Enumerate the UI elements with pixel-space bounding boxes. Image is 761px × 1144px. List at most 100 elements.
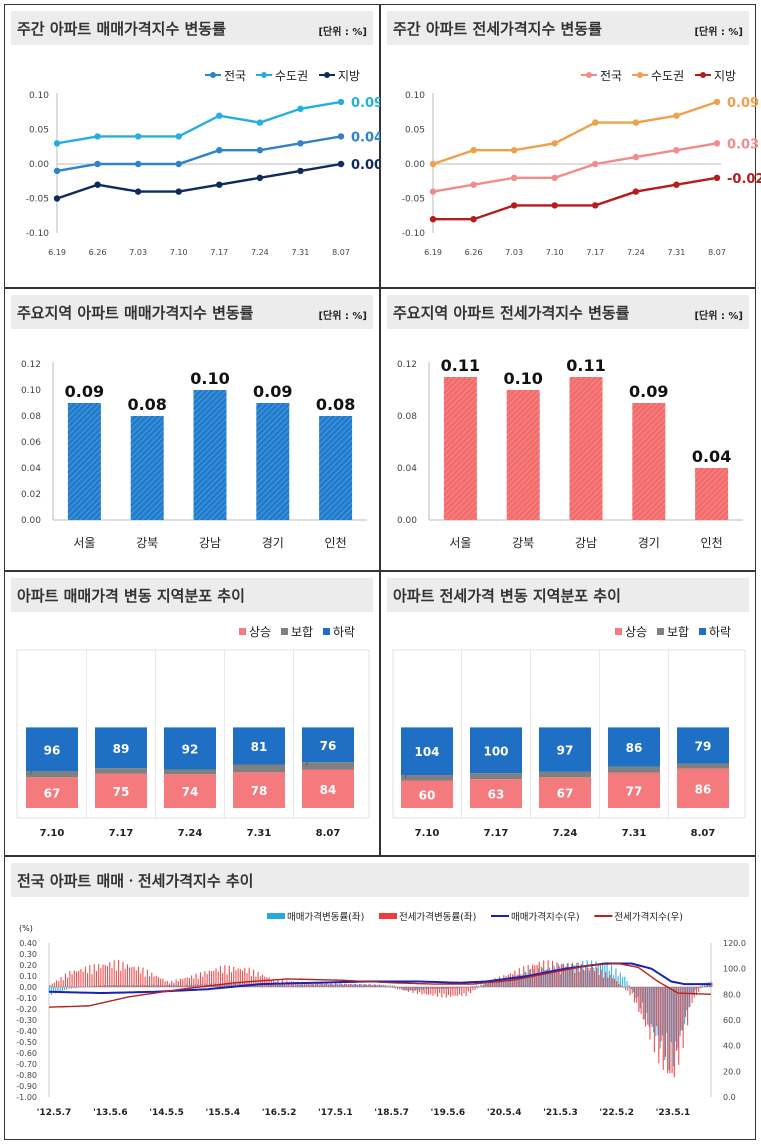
weekly-change-bar [366,985,367,987]
weekly-change-bar [652,987,653,1027]
weekly-change-bar [404,987,405,991]
bar-value-label: 0.09 [253,382,292,401]
weekly-change-bar [461,987,462,996]
weekly-change-bar [647,987,648,1025]
weekly-change-bar [590,968,591,987]
category-label: 경기 [262,536,284,550]
weekly-change-bar [240,969,241,987]
weekly-change-bar [116,971,117,987]
weekly-change-bar [69,971,70,987]
segment-value-label: 86 [695,782,712,796]
weekly-change-bar [620,972,621,987]
weekly-change-bar [444,987,445,994]
data-point [592,202,598,208]
data-point [54,195,60,201]
weekly-change-bar [678,987,679,1065]
weekly-change-bar [470,987,471,993]
bar-value-label: 0.10 [190,369,229,388]
weekly-change-bar [320,983,321,987]
data-point [633,188,639,194]
legend-swatch-marker [324,72,330,78]
weekly-change-bar [84,987,85,988]
data-point [94,161,100,167]
segment-value-label: 79 [695,739,712,753]
weekly-change-bar [658,987,659,1063]
weekly-change-bar [333,985,334,987]
weekly-change-bar [73,987,74,988]
x-tick-label: '20.5.4 [487,1108,522,1118]
weekly-change-bar [399,987,400,990]
weekly-change-bar [266,977,267,987]
data-point [430,188,436,194]
y-tick-label: 0.08 [397,412,417,422]
dist-jeonse-stacked-chart: 상승보합하락60121047.1063131007.176712977.2477… [381,572,757,857]
weekly-change-bar [49,985,50,987]
x-tick-label: 8.07 [708,248,726,257]
weekly-change-bar [421,987,422,995]
data-point [297,106,303,112]
panel-dist-jeonse: 아파트 전세가격 변동 지역분포 추이 상승보합하락60121047.10631… [380,571,756,856]
segment-value-label: 96 [44,743,61,757]
legend-label: 수도권 [275,69,308,83]
x-tick-label: '19.5.6 [431,1108,466,1118]
x-tick-label: 7.03 [129,248,147,257]
data-point [592,119,598,125]
weekly-change-bar [324,984,325,987]
data-point [511,147,517,153]
legend-swatch [267,913,285,919]
weekly-change-bar [140,973,141,987]
data-point [338,161,344,167]
weekly-change-bar [698,987,699,992]
y-right-tick-label: 60.0 [723,1016,741,1025]
data-point [714,99,720,105]
weekly-change-bar [158,977,159,987]
weekly-change-bar [207,974,208,987]
weekly-change-bar [56,980,57,987]
weekly-change-bar [386,987,387,988]
category-label: 7.10 [40,828,65,839]
weekly-change-bar [114,960,115,987]
weekly-change-bar [468,987,469,991]
y-tick-label: 0.10 [405,91,425,101]
weekly-change-bar [238,969,239,987]
x-tick-label: '16.5.2 [262,1108,297,1118]
legend-swatch [323,628,330,635]
y-tick-label: 0.00 [397,516,417,526]
weekly-change-bar [165,981,166,987]
x-tick-label: 7.31 [292,248,310,257]
weekly-change-bar [342,984,343,987]
y-tick-label: 0.05 [29,126,49,136]
data-point [470,147,476,153]
weekly-change-bar [601,970,602,987]
bar [319,416,352,520]
weekly-change-bar [196,974,197,987]
weekly-change-bar [656,987,657,1026]
x-tick-label: 7.24 [251,248,269,257]
y-left-tick-label: -0.90 [16,1082,37,1091]
weekly-change-bar [483,984,484,987]
data-point [176,133,182,139]
legend-swatch [699,628,706,635]
data-point [673,147,679,153]
weekly-change-bar [233,967,234,987]
y-left-tick-label: 0.20 [19,961,37,970]
trend-combo-chart: 매매가격변동률(좌) 전세가격변동률(좌) 매매가격지수(우) 전세가격지수(우) (%… [5,857,757,1141]
weekly-change-bar [264,977,265,987]
stack-segment [26,771,78,777]
legend-label: 상승 [249,625,271,639]
weekly-change-bar [180,979,181,987]
weekly-change-bar [574,973,575,987]
weekly-change-bar [76,972,77,987]
category-label: 7.17 [109,828,134,839]
legend-label: 매매가격변동률(좌) [287,911,364,923]
weekly-change-bar [603,978,604,987]
x-tick-label: 6.19 [424,248,442,257]
weekly-change-bar [145,977,146,987]
weekly-change-bar [129,967,130,987]
end-value-label: 0.00 [351,158,383,173]
y-left-tick-label: 0.40 [19,939,37,948]
data-point [257,175,263,181]
weekly-change-bar [665,987,666,1057]
weekly-change-bar [57,987,58,992]
weekly-change-bar [667,987,668,1073]
